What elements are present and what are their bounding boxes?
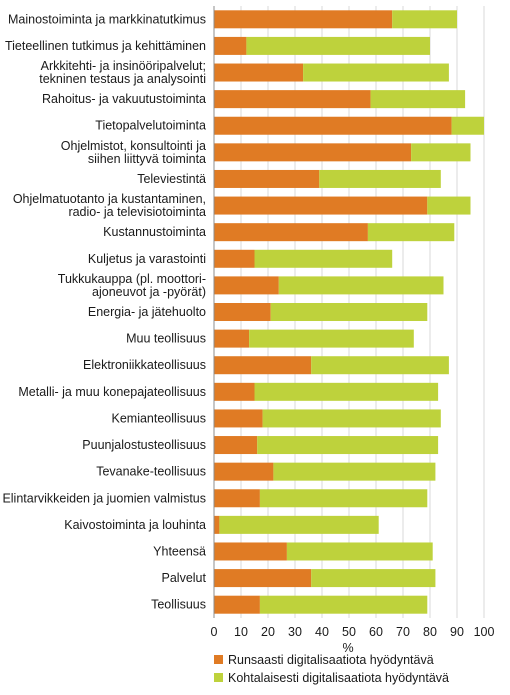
bar-segment-runsaasti — [214, 63, 304, 82]
bar-segment-kohtalaisesti — [367, 223, 455, 242]
bar-segment-runsaasti — [214, 329, 250, 348]
category-label: Ohjelmistot, konsultointi ja — [61, 139, 206, 153]
bar-segment-runsaasti — [214, 90, 371, 109]
category-label: Tietopalvelutoiminta — [95, 119, 206, 133]
bar-segment-kohtalaisesti — [254, 249, 393, 268]
category-labels: Mainostoiminta ja markkinatutkimus Tietee… — [2, 12, 206, 611]
bar-segment-runsaasti — [214, 249, 255, 268]
bar-segment-runsaasti — [214, 515, 220, 534]
bar-segment-runsaasti — [214, 382, 255, 401]
bar-segment-runsaasti — [214, 10, 393, 29]
bar-segment-runsaasti — [214, 489, 260, 508]
legend-swatch — [214, 655, 223, 664]
bar-segment-runsaasti — [214, 143, 412, 162]
bar-segment-kohtalaisesti — [273, 462, 436, 481]
bar-segment-kohtalaisesti — [254, 382, 439, 401]
bar-segment-runsaasti — [214, 436, 258, 455]
x-tick-label: 70 — [396, 625, 410, 639]
bar-segment-runsaasti — [214, 223, 368, 242]
bar-segment-kohtalaisesti — [262, 409, 441, 428]
category-label: siihen liittyvä toiminta — [88, 152, 206, 166]
category-label: Energia- ja jätehuolto — [88, 305, 206, 319]
category-label: Metalli- ja muu konepajateollisuus — [18, 385, 206, 399]
bar-segment-kohtalaisesti — [411, 143, 471, 162]
category-label: Tukkukauppa (pl. moottori- — [58, 272, 206, 286]
bar-segment-kohtalaisesti — [319, 169, 441, 188]
x-tick-label: 100 — [474, 625, 495, 639]
legend: Runsaasti digitalisaatiota hyödyntävä Koh… — [214, 653, 449, 685]
bar-segment-runsaasti — [214, 409, 263, 428]
x-tick-label: 40 — [315, 625, 329, 639]
bar-segment-kohtalaisesti — [311, 356, 449, 375]
bar-segment-kohtalaisesti — [451, 116, 484, 135]
category-label: radio- ja televisiotoiminta — [68, 205, 206, 219]
x-axis: 0 10 20 30 40 50 60 70 80 90 100 — [211, 6, 495, 639]
bar-segment-kohtalaisesti — [246, 36, 430, 55]
bar-segment-kohtalaisesti — [259, 595, 428, 614]
category-label: ajoneuvot ja -pyörät) — [92, 285, 206, 299]
legend-label: Runsaasti digitalisaatiota hyödyntävä — [228, 653, 434, 667]
category-label: Mainostoiminta ja markkinatutkimus — [8, 12, 206, 26]
bar-segment-kohtalaisesti — [311, 569, 436, 588]
x-tick-label: 20 — [261, 625, 275, 639]
category-label: Puunjalostusteollisuus — [82, 438, 206, 452]
x-tick-label: 10 — [234, 625, 248, 639]
x-tick-label: 0 — [211, 625, 218, 639]
category-label: Tieteellinen tutkimus ja kehittäminen — [5, 39, 206, 53]
bar-segment-runsaasti — [214, 462, 274, 481]
bar-segment-kohtalaisesti — [278, 276, 444, 295]
category-label: Tevanake-teollisuus — [96, 465, 206, 479]
category-label: Elektroniikkateollisuus — [83, 358, 206, 372]
bar-segment-runsaasti — [214, 276, 279, 295]
legend-label: Kohtalaisesti digitalisaatiota hyödyntäv… — [228, 671, 449, 685]
legend-swatch — [214, 673, 223, 682]
category-label: Arkkitehti- ja insinööripalvelut; — [41, 59, 206, 73]
bar-segment-runsaasti — [214, 36, 247, 55]
category-label: Kustannustoiminta — [103, 225, 206, 239]
bar-segment-kohtalaisesti — [303, 63, 449, 82]
category-label: Rahoitus- ja vakuutustoiminta — [42, 92, 206, 106]
bar-segment-kohtalaisesti — [259, 489, 428, 508]
bar-segment-runsaasti — [214, 356, 312, 375]
bars — [214, 10, 484, 614]
bar-segment-runsaasti — [214, 569, 312, 588]
x-tick-label: 50 — [342, 625, 356, 639]
category-label: Teollisuus — [151, 598, 206, 612]
category-label: Palvelut — [162, 571, 207, 585]
x-tick-label: 30 — [288, 625, 302, 639]
bar-segment-kohtalaisesti — [219, 515, 379, 534]
category-label: Yhteensä — [153, 544, 206, 558]
bar-segment-kohtalaisesti — [257, 436, 439, 455]
category-label: Ohjelmatuotanto ja kustantaminen, — [13, 192, 206, 206]
bar-segment-runsaasti — [214, 116, 452, 135]
category-label: Kaivostoiminta ja louhinta — [64, 518, 206, 532]
category-label: Televiestintä — [137, 172, 206, 186]
bar-segment-kohtalaisesti — [392, 10, 457, 29]
bar-segment-kohtalaisesti — [286, 542, 433, 561]
bar-segment-runsaasti — [214, 169, 320, 188]
bar-segment-kohtalaisesti — [249, 329, 414, 348]
bar-segment-runsaasti — [214, 303, 271, 321]
bar-segment-kohtalaisesti — [427, 196, 471, 215]
x-tick-label: 80 — [423, 625, 437, 639]
x-axis-title: % — [342, 641, 353, 655]
bar-segment-runsaasti — [214, 196, 428, 215]
bar-segment-runsaasti — [214, 542, 287, 561]
category-label: Elintarvikkeiden ja juomien valmistus — [2, 491, 206, 505]
x-tick-label: 60 — [369, 625, 383, 639]
bar-segment-kohtalaisesti — [270, 303, 428, 321]
x-tick-label: 90 — [450, 625, 464, 639]
category-label: Kemianteollisuus — [112, 411, 207, 425]
category-label: Kuljetus ja varastointi — [88, 252, 206, 266]
category-label: Muu teollisuus — [126, 332, 206, 346]
bar-segment-kohtalaisesti — [370, 90, 466, 109]
category-label: tekninen testaus ja analysointi — [39, 72, 206, 86]
bar-segment-runsaasti — [214, 595, 260, 614]
